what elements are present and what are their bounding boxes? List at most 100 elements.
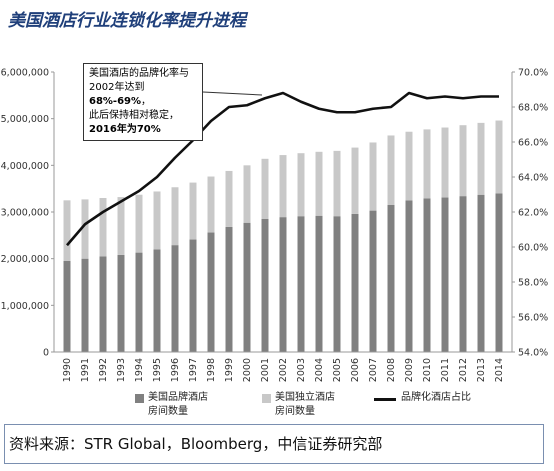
annotation-line-4-prefix: 2016年为 <box>89 124 137 135</box>
legend-swatch-branded <box>135 394 144 403</box>
legend-line-ratio <box>374 398 396 401</box>
legend-label-independent-line2: 房间数量 <box>275 406 315 417</box>
x-axis-tick-label: 2014 <box>494 358 505 382</box>
ratio-line-group <box>66 91 499 247</box>
page-title: 美国酒店行业连锁化率提升进程 <box>8 11 246 31</box>
bar-independent <box>279 155 287 218</box>
bar-branded <box>315 215 323 352</box>
bar-branded <box>459 196 467 352</box>
bar-independent <box>441 127 449 198</box>
bar-independent <box>495 120 503 194</box>
bar-branded <box>423 198 431 352</box>
bar-branded <box>441 197 449 352</box>
bar-independent <box>63 200 71 261</box>
right-axis-tick-label: 54.0% <box>518 348 548 359</box>
right-axis-tick-label: 62.0% <box>518 208 548 219</box>
bar-independent <box>207 176 215 233</box>
legend-item-ratio: 品牌化酒店占比 <box>374 391 471 405</box>
legend-label-branded-line2: 房间数量 <box>148 406 188 417</box>
bar-branded <box>477 194 485 352</box>
bar-branded <box>99 256 107 352</box>
bar-independent <box>369 142 377 211</box>
x-axis-tick-label: 2011 <box>440 358 451 382</box>
bar-independent <box>243 165 251 223</box>
right-axis-tick-label: 56.0% <box>518 313 548 324</box>
bar-branded <box>135 252 143 352</box>
legend: 美国品牌酒店 房间数量 美国独立酒店 房间数量 品牌化酒店占比 <box>0 391 554 421</box>
x-axis-tick-label: 1995 <box>152 358 163 382</box>
bar-branded <box>153 249 161 352</box>
annotation-line-4-bold: 70% <box>136 124 161 135</box>
bar-branded <box>243 222 251 352</box>
left-axis: 0 1,000,000 2,000,000 3,000,000 4,000,000 5,0… <box>1 68 55 359</box>
right-axis-tick-label: 64.0% <box>518 173 548 184</box>
left-axis-tick-label: 5,000,000 <box>1 114 49 125</box>
bar-branded <box>279 217 287 352</box>
annotation-line-4: 2016年为70% <box>89 123 197 137</box>
annotation-line-3: 此后保持相对稳定， <box>89 110 179 121</box>
x-axis-tick-label: 2012 <box>458 358 469 382</box>
x-axis-tick-label: 2010 <box>422 358 433 382</box>
x-axis-tick-label: 2001 <box>260 358 271 382</box>
bar-independent <box>297 153 305 217</box>
annotation-line-2-prefix: 2002年达到 <box>89 82 145 93</box>
x-axis-tick-label: 2002 <box>278 358 289 382</box>
x-axis-tick-label: 1994 <box>134 358 145 382</box>
right-axis-tick-label: 68.0% <box>518 103 548 114</box>
bar-branded <box>207 232 215 352</box>
x-axis-tick-label: 1999 <box>224 358 235 382</box>
bar-independent <box>315 151 323 216</box>
bar-branded <box>387 205 395 352</box>
annotation-line-2: 2002年达到 68%-69%， <box>89 81 197 109</box>
bar-branded <box>333 216 341 352</box>
bar-independent <box>261 158 269 219</box>
left-axis-tick-label: 6,000,000 <box>1 68 49 79</box>
bar-independent <box>423 129 431 199</box>
legend-label-independent: 美国独立酒店 房间数量 <box>275 391 335 419</box>
bar-independent <box>153 191 161 250</box>
x-axis-tick-label: 1996 <box>170 358 181 382</box>
x-axis-tick-label: 2008 <box>386 358 397 382</box>
x-axis-tick-label: 1991 <box>80 358 91 382</box>
bar-independent <box>117 197 125 255</box>
bar-branded <box>81 258 89 352</box>
bar-independent <box>333 150 341 217</box>
bar-independent <box>171 187 179 246</box>
source-note: 资料来源：STR Global，Bloomberg，中信证券研究部 <box>4 424 544 464</box>
right-axis-tick-label: 60.0% <box>518 243 548 254</box>
annotation-line-1: 美国酒店的品牌化率与 <box>89 68 189 79</box>
annotation-line-2-suffix: ， <box>141 96 152 107</box>
x-axis-tick-label: 1993 <box>116 358 127 382</box>
right-axis-tick-label: 70.0% <box>518 68 548 79</box>
right-axis: 54.0% 56.0% 58.0% 60.0% 62.0% 64.0% 66.0% 68.0%… <box>511 68 548 359</box>
annotation-box: 美国酒店的品牌化率与 2002年达到 68%-69%， 此后保持相对稳定， 201… <box>83 63 203 141</box>
bars-group <box>63 120 503 352</box>
bar-branded <box>63 261 71 352</box>
left-axis-tick-label: 1,000,000 <box>1 301 49 312</box>
bar-independent <box>405 131 413 201</box>
bar-branded <box>117 254 125 352</box>
bar-branded <box>225 226 233 352</box>
legend-label-branded-line1: 美国品牌酒店 <box>148 392 208 403</box>
bar-branded <box>297 216 305 352</box>
right-axis-tick-label: 66.0% <box>518 138 548 149</box>
left-axis-tick-label: 0 <box>43 348 49 359</box>
annotation-pointer <box>202 91 263 96</box>
x-axis-tick-label: 2004 <box>314 358 325 382</box>
bar-independent <box>99 198 107 257</box>
legend-swatch-independent <box>262 394 271 403</box>
x-axis-tick-label: 1990 <box>62 358 73 382</box>
legend-label-branded: 美国品牌酒店 房间数量 <box>148 391 208 419</box>
bar-branded <box>495 193 503 352</box>
ratio-line <box>66 91 499 247</box>
bar-branded <box>189 239 197 352</box>
x-axis-tick-label: 1998 <box>206 358 217 382</box>
bar-branded <box>351 213 359 352</box>
x-axis: 1990 1991 1992 1993 1994 1995 1996 1997 1998 1999… <box>54 351 512 382</box>
x-axis-tick-label: 2007 <box>368 358 379 382</box>
x-axis-tick-label: 2000 <box>242 358 253 382</box>
bar-independent <box>459 125 467 197</box>
legend-item-independent: 美国独立酒店 房间数量 <box>262 391 335 419</box>
left-axis-tick-label: 2,000,000 <box>1 254 49 265</box>
x-axis-tick-label: 2013 <box>476 358 487 382</box>
